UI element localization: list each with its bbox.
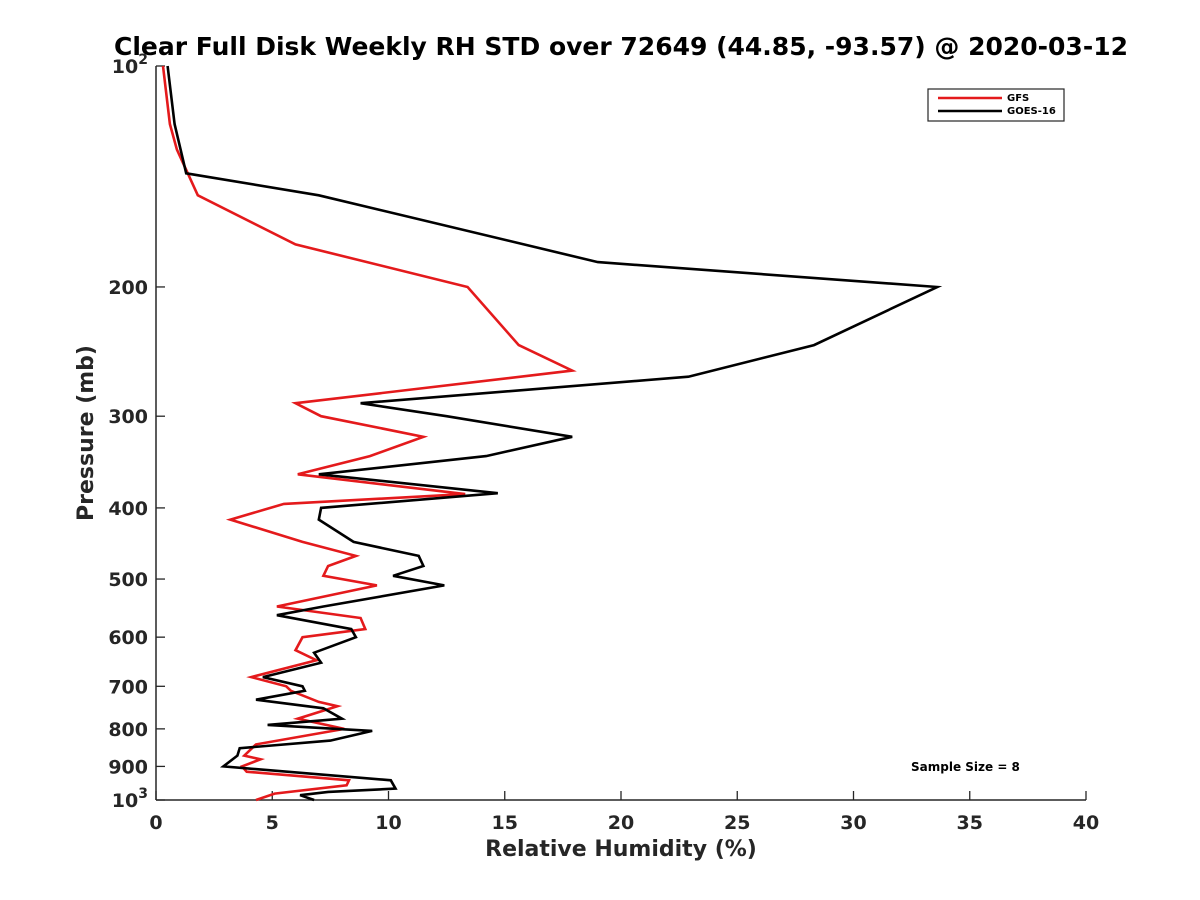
y-tick-label: 102	[112, 52, 148, 78]
y-tick-label: 400	[108, 498, 148, 520]
legend-box	[927, 88, 1065, 122]
series-layer	[161, 65, 943, 802]
y-tick-label: 900	[108, 756, 148, 778]
x-tick-label: 25	[724, 812, 750, 834]
x-tick-label: 20	[608, 812, 634, 834]
x-axis-label: Relative Humidity (%)	[485, 837, 757, 862]
y-ticks: 102 200 300 400 500 600 700 800 900 103	[108, 52, 165, 812]
series-line-goes-16	[166, 65, 943, 802]
x-tick-label: 5	[266, 812, 279, 834]
chart-title: Clear Full Disk Weekly RH STD over 72649…	[114, 32, 1128, 61]
x-tick-label: 10	[375, 812, 401, 834]
x-tick-label: 35	[957, 812, 983, 834]
y-tick-label: 700	[108, 676, 148, 698]
legend-label-goes-16: GOES-16	[1007, 106, 1056, 117]
x-tick-label: 0	[149, 812, 162, 834]
y-tick-label: 300	[108, 406, 148, 428]
x-tick-label: 15	[492, 812, 518, 834]
y-tick-label: 600	[108, 627, 148, 649]
y-tick-label: 200	[108, 277, 148, 299]
x-tick-label: 40	[1073, 812, 1099, 834]
sample-size-annotation: Sample Size = 8	[911, 760, 1020, 774]
plot-area	[155, 66, 1086, 801]
legend: GFS GOES-16	[927, 88, 1065, 122]
y-tick-label: 800	[108, 719, 148, 741]
y-tick-label: 500	[108, 569, 148, 591]
y-axis-label: Pressure (mb)	[74, 345, 99, 521]
series-line-gfs	[161, 65, 577, 802]
legend-label-gfs: GFS	[1007, 93, 1029, 104]
x-ticks: 0 5 10 15 20 25 30 35 40	[149, 791, 1099, 834]
y-tick-label: 103	[112, 786, 148, 812]
x-tick-label: 30	[840, 812, 866, 834]
